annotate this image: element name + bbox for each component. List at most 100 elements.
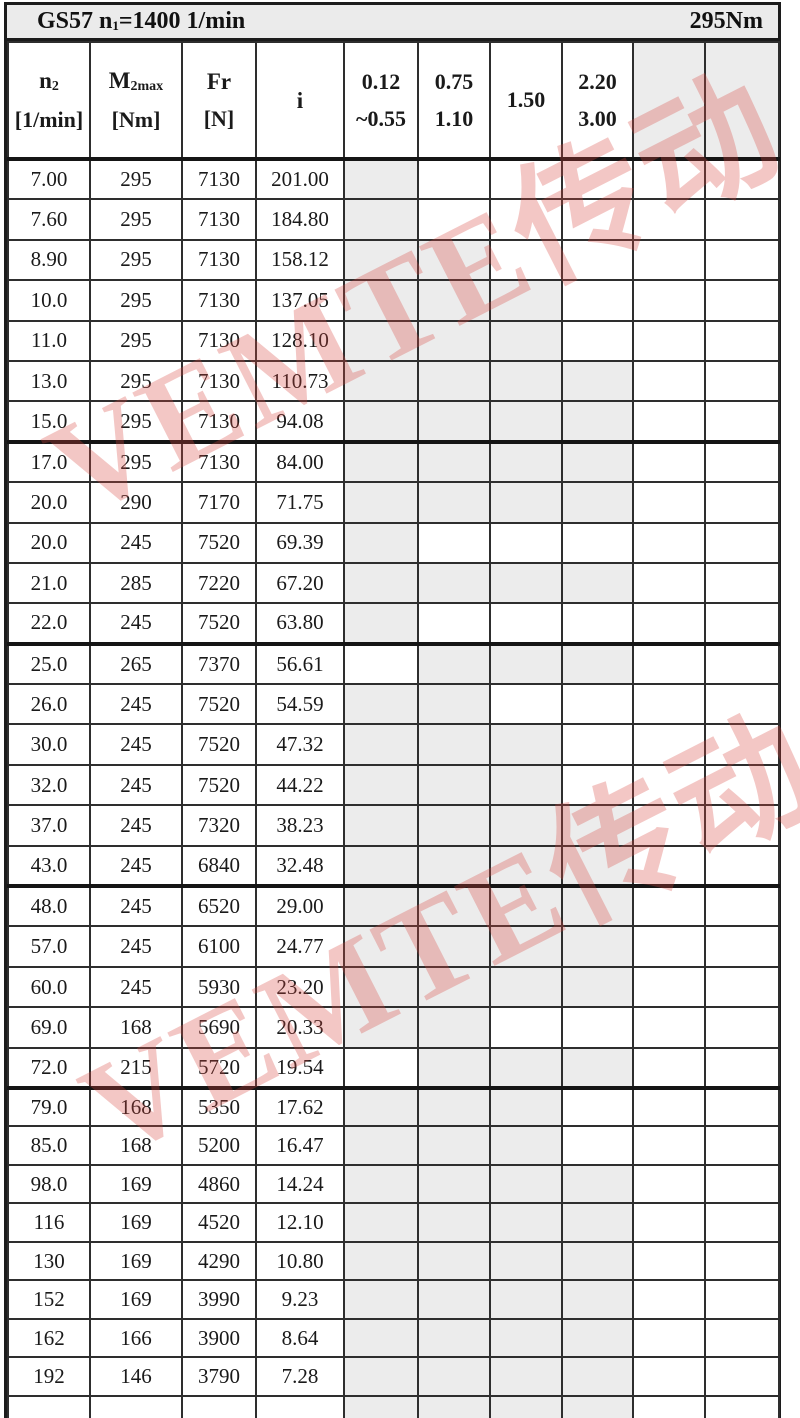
cell-power-5 [632,1317,706,1359]
cell-fr: 5930 [181,965,257,1009]
cell-n2: 116 [7,1202,91,1243]
cell-power-6 [704,238,780,282]
table-row: 60.0 245 5930 23.20 [7,965,780,1009]
cell-m2max: 295 [89,157,183,201]
table-row: 57.0 245 6100 24.77 [7,925,780,968]
cell-power-4 [561,1394,634,1418]
cell-n2: 85.0 [7,1125,91,1166]
cell-power-5 [632,1006,706,1049]
cell-power-2 [417,683,491,726]
cell-fr: 7520 [181,521,257,564]
cell-power-4 [561,521,634,564]
cell-ratio: 47.32 [255,723,345,766]
cell-power-1 [343,683,419,726]
cell-fr: 7520 [181,683,257,726]
torque-rating: 295Nm [689,8,763,34]
cell-power-5 [632,238,706,282]
cell-power-5 [632,279,706,322]
cell-fr: 5720 [181,1046,257,1091]
cell-power-1 [343,481,419,524]
cell-power-4 [561,925,634,968]
cell-power-6 [704,1163,780,1205]
cell-power-6 [704,1086,780,1128]
model-code: GS57 [37,8,94,34]
table-row: 30.0 245 7520 47.32 [7,723,780,766]
cell-power-3 [489,804,563,847]
cell-power-3 [489,440,563,484]
cell-m2max: 245 [89,925,183,968]
cell-n2: 48.0 [7,885,91,928]
cell-power-1 [343,1046,419,1091]
cell-power-3 [489,400,563,444]
cell-m2max: 168 [89,1086,183,1128]
cell-power-4 [561,763,634,807]
table-row: 7.60 295 7130 184.80 [7,198,780,241]
table-title-bar: GS57 n1=1400 1/min 295Nm [7,5,778,41]
cell-power-3 [489,481,563,524]
cell-power-3 [489,1086,563,1128]
cell-power-2 [417,359,491,403]
cell-power-5 [632,440,706,484]
cell-n2: 37.0 [7,804,91,847]
cell-m2max: 169 [89,1163,183,1205]
cell-power-6 [704,763,780,807]
cell-fr: 7130 [181,440,257,484]
col-header-power-012-055: 0.12 ~0.55 [343,41,419,161]
cell-power-5 [632,1394,706,1418]
cell-power-4 [561,481,634,524]
cell-power-3 [489,198,563,241]
cell-power-4 [561,319,634,362]
cell-power-3 [489,238,563,282]
cell-power-1 [343,319,419,362]
cell-power-3 [489,723,563,766]
cell-fr: 5350 [181,1086,257,1128]
cell-m2max: 245 [89,885,183,928]
cell-power-2 [417,400,491,444]
cell-n2: 130 [7,1240,91,1282]
cell-power-6 [704,1046,780,1091]
spec-table-sheet: GS57 n1=1400 1/min 295Nm n2 [1/min] [4,2,781,1418]
cell-power-3 [489,885,563,928]
cell-power-5 [632,1356,706,1397]
cell-power-2 [417,1356,491,1397]
col-header-n2: n2 [1/min] [7,41,91,161]
cell-fr: 7130 [181,198,257,241]
cell-power-1 [343,1202,419,1243]
cell-power-6 [704,1356,780,1397]
table-row: 85.0 168 5200 16.47 [7,1125,780,1166]
cell-fr [181,1394,257,1418]
cell-power-2 [417,602,491,646]
cell-m2max: 245 [89,521,183,564]
table-row: 72.0 215 5720 19.54 [7,1046,780,1091]
cell-power-6 [704,723,780,766]
cell-n2: 22.0 [7,602,91,646]
cell-power-4 [561,1086,634,1128]
cell-fr: 7520 [181,602,257,646]
cell-ratio: 7.28 [255,1356,345,1397]
cell-power-4 [561,1202,634,1243]
cell-m2max: 215 [89,1046,183,1091]
cell-n2: 79.0 [7,1086,91,1128]
cell-fr: 6840 [181,844,257,889]
cell-power-5 [632,602,706,646]
cell-power-5 [632,481,706,524]
cell-power-2 [417,642,491,686]
cell-power-2 [417,198,491,241]
cell-ratio: 71.75 [255,481,345,524]
cell-power-6 [704,400,780,444]
table-row: 10.0 295 7130 137.05 [7,279,780,322]
cell-power-4 [561,1046,634,1091]
cell-fr: 7320 [181,804,257,847]
cell-ratio: 69.39 [255,521,345,564]
cell-ratio: 38.23 [255,804,345,847]
cell-fr: 3790 [181,1356,257,1397]
cell-power-4 [561,642,634,686]
cell-m2max: 295 [89,440,183,484]
cell-power-2 [417,1279,491,1320]
table-row: 15.0 295 7130 94.08 [7,400,780,444]
cell-power-6 [704,602,780,646]
cell-m2max: 295 [89,359,183,403]
cell-power-6 [704,844,780,889]
table-row: 130 169 4290 10.80 [7,1240,780,1282]
